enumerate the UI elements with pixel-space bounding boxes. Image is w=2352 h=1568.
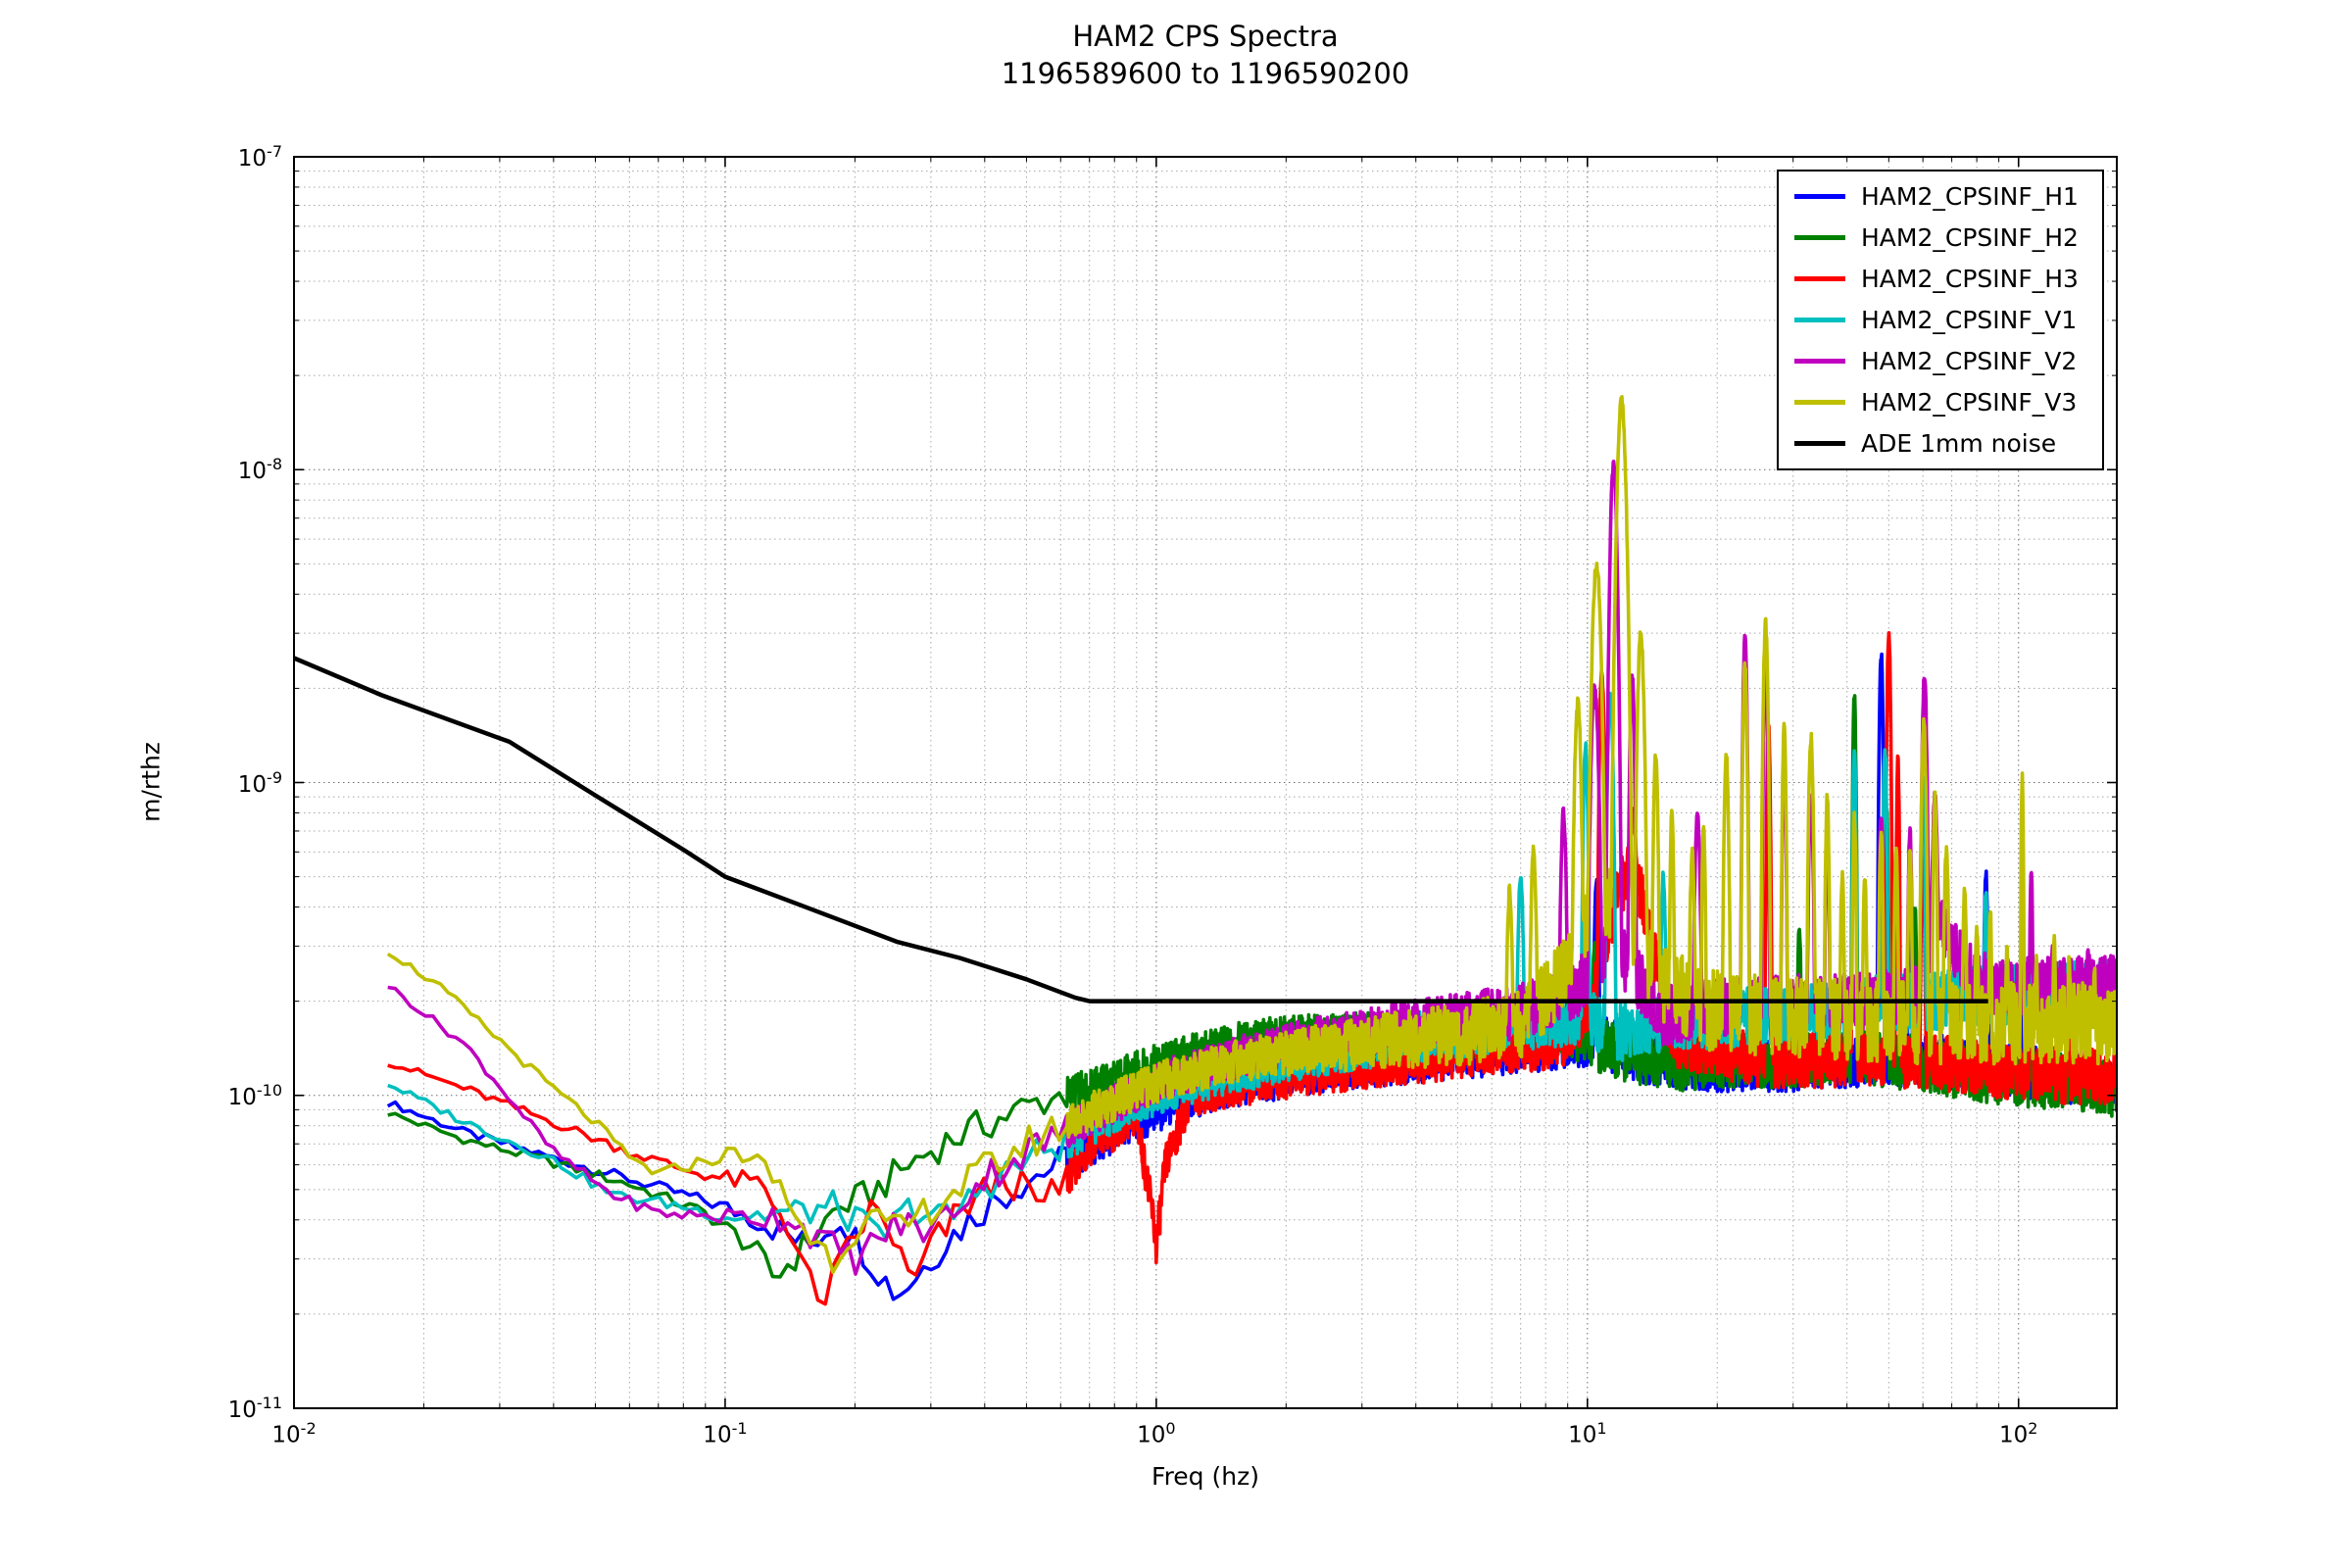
y-tick-label-10e-7: 10-7 bbox=[237, 142, 282, 172]
x-tick-label-10e0: 100 bbox=[1137, 1419, 1176, 1448]
legend-item-ham2-cpsinf-v1: HAM2_CPSINF_V1 bbox=[1779, 306, 2102, 334]
series-ade-1mm-noise bbox=[294, 656, 1988, 1004]
y-tick-label-10e-11: 10-11 bbox=[227, 1394, 282, 1423]
legend-line-sample bbox=[1794, 317, 1845, 322]
chart-title: HAM2 CPS Spectra 1196589600 to 119659020… bbox=[294, 18, 2117, 92]
legend-line-sample bbox=[1794, 400, 1845, 406]
x-tick-label-10e2: 102 bbox=[1999, 1419, 2038, 1448]
legend-item-ham2-cpsinf-h3: HAM2_CPSINF_H3 bbox=[1779, 265, 2102, 293]
series-ham2-cpsinf-h3 bbox=[387, 631, 2117, 1306]
y-tick-label-10e-9: 10-9 bbox=[237, 767, 282, 798]
legend-line-sample bbox=[1794, 441, 1845, 447]
chart-title-line2: 1196589600 to 1196590200 bbox=[1001, 57, 1410, 90]
x-axis-label: Freq (hz) bbox=[1152, 1462, 1259, 1491]
legend-box: HAM2_CPSINF_H1 HAM2_CPSINF_H2 HAM2_CPSINF_… bbox=[1777, 170, 2104, 470]
chart-title-line1: HAM2 CPS Spectra bbox=[1072, 20, 1339, 53]
legend-label: HAM2_CPSINF_V1 bbox=[1861, 305, 2078, 334]
legend-label: HAM2_CPSINF_H3 bbox=[1861, 264, 2079, 293]
legend-item-ham2-cpsinf-v3: HAM2_CPSINF_V3 bbox=[1779, 388, 2102, 416]
y-tick-label-10e-10: 10-10 bbox=[227, 1080, 282, 1110]
legend-line-sample bbox=[1794, 359, 1845, 365]
series-ham2-cpsinf-v3 bbox=[386, 395, 2117, 1275]
legend-label: HAM2_CPSINF_V3 bbox=[1861, 388, 2078, 417]
legend-item-ham2-cpsinf-v2: HAM2_CPSINF_V2 bbox=[1779, 347, 2102, 375]
x-tick-label-10e-1: 10-1 bbox=[703, 1419, 748, 1448]
legend-line-sample bbox=[1794, 193, 1845, 199]
legend-line-sample bbox=[1794, 234, 1845, 240]
legend-item-ham2-cpsinf-h1: HAM2_CPSINF_H1 bbox=[1779, 182, 2102, 211]
x-tick-label-10e1: 101 bbox=[1568, 1419, 1607, 1448]
y-tick-label-10e-8: 10-8 bbox=[237, 455, 282, 485]
legend-item-ham2-cpsinf-h2: HAM2_CPSINF_H2 bbox=[1779, 223, 2102, 252]
legend-label: HAM2_CPSINF_H1 bbox=[1861, 181, 2079, 211]
legend-line-sample bbox=[1794, 275, 1845, 281]
y-axis-label: m/rthz bbox=[136, 742, 166, 822]
legend-label: HAM2_CPSINF_H2 bbox=[1861, 222, 2079, 252]
legend-item-ade-1mm-noise: ADE 1mm noise bbox=[1779, 429, 2102, 458]
x-tick-label-10e-2: 10-2 bbox=[271, 1419, 317, 1448]
legend-label: ADE 1mm noise bbox=[1861, 429, 2057, 459]
legend-label: HAM2_CPSINF_V2 bbox=[1861, 347, 2078, 376]
